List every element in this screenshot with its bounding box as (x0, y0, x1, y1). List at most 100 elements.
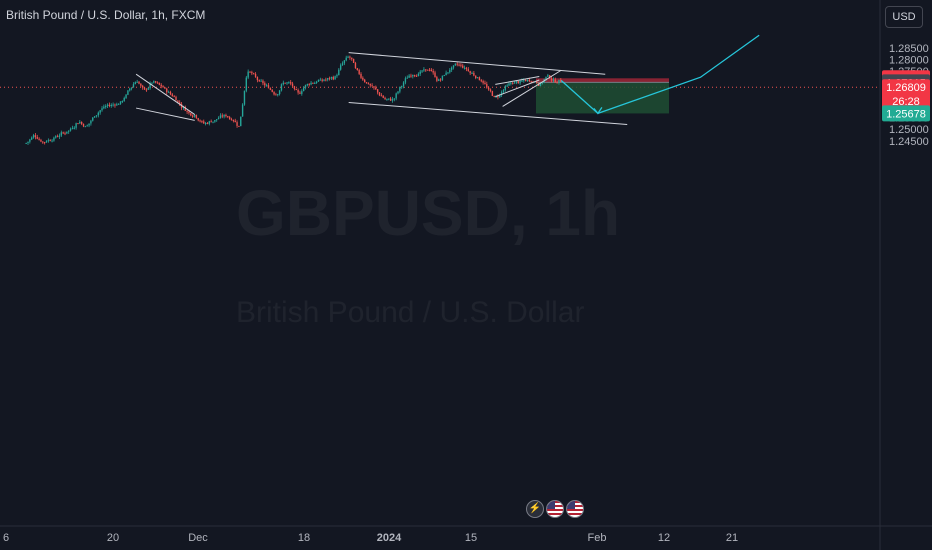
candle-body (434, 72, 436, 78)
candle-body (462, 65, 464, 68)
candle-body (247, 71, 249, 78)
candle-body (404, 78, 407, 83)
time-tick-label: Dec (188, 532, 208, 544)
candle-body (560, 79, 562, 82)
candle-body (352, 58, 355, 63)
candle-body (73, 127, 75, 129)
target-price-label: 1.25678 (886, 108, 926, 120)
candle-body (64, 133, 66, 135)
candle-body (384, 97, 386, 100)
candle-body (438, 79, 440, 81)
currency-button[interactable]: USD (885, 6, 923, 28)
candle-body (391, 99, 394, 101)
candle-body (504, 86, 507, 91)
candle-body (182, 107, 185, 109)
candle-body (523, 79, 525, 81)
candle-body (388, 98, 390, 100)
candle-body (415, 75, 418, 77)
candle-body (332, 77, 334, 80)
candle-body (556, 82, 558, 84)
candle-body (378, 92, 381, 96)
candle-body (171, 94, 174, 97)
candle-body (395, 93, 397, 99)
candle-body (351, 57, 353, 59)
candle-body (201, 121, 203, 123)
candle-body (541, 82, 544, 84)
candle-body (360, 73, 362, 78)
candle-body (291, 83, 294, 87)
candle-body (92, 117, 94, 121)
candle-body (132, 84, 135, 88)
candle-body (364, 79, 366, 83)
candle-body (190, 113, 192, 116)
candle-body (526, 79, 529, 82)
time-tick-label: 2024 (377, 532, 402, 544)
candle-body (260, 80, 262, 82)
candle-body (439, 79, 442, 81)
time-axis[interactable]: 6 20 Dec 18 2024 15 Feb 12 21 (3, 532, 738, 544)
candle-body (106, 104, 109, 107)
candle-body (517, 81, 519, 84)
candle-body (114, 104, 116, 106)
candle-body (145, 89, 148, 91)
candle-body (269, 88, 272, 90)
candle-body (62, 132, 64, 134)
candle-body (528, 79, 531, 82)
candle-body (277, 94, 279, 96)
candle-body (534, 81, 536, 83)
candle-body (251, 72, 253, 74)
candle-body (136, 81, 138, 83)
candle-body (79, 121, 81, 124)
candle-body (447, 72, 449, 74)
candle-body (399, 86, 401, 92)
candle-body (273, 91, 275, 95)
symbol-title[interactable]: British Pound / U.S. Dollar, 1h, FXCM (6, 8, 206, 22)
candle-body (80, 121, 83, 124)
candle-body (506, 85, 508, 87)
candle-body (249, 71, 251, 73)
candle-body (476, 77, 479, 79)
candle-body (184, 107, 186, 111)
price-tick-label: 1.25000 (889, 124, 929, 136)
candle-body (254, 73, 257, 78)
candle-body (315, 81, 318, 83)
candle-body (230, 119, 233, 121)
candle-body (358, 69, 360, 74)
candle-body (97, 112, 100, 116)
candle-body (491, 91, 494, 96)
candle-body (121, 100, 124, 102)
candle-body (232, 120, 235, 122)
candle-body (410, 75, 412, 77)
candle-body (167, 91, 170, 93)
candle-body (408, 75, 410, 78)
us-flag-icon[interactable] (546, 500, 564, 518)
candle-body (336, 75, 338, 77)
candle-body (158, 82, 161, 85)
candle-body (105, 106, 107, 108)
event-markers: ⚡ (526, 500, 584, 518)
candle-body (443, 75, 445, 77)
candle-body (319, 79, 322, 81)
candle-body (302, 87, 305, 92)
candle-body (127, 90, 129, 95)
candle-body (125, 94, 127, 98)
candle-body (75, 123, 77, 128)
candle-body (417, 73, 420, 76)
candle-body (227, 116, 229, 118)
candle-body (208, 121, 211, 124)
candle-body (197, 118, 199, 121)
candle-body (199, 120, 201, 122)
candle-body (140, 83, 142, 86)
candle-body (280, 84, 283, 91)
candle-body (86, 125, 88, 127)
candle-body (123, 97, 125, 101)
candle-body (456, 63, 458, 65)
target-price-label-bg (882, 105, 930, 122)
lightning-bolt-icon[interactable]: ⚡ (526, 500, 544, 518)
candle-body (66, 131, 68, 134)
us-flag-icon[interactable] (566, 500, 584, 518)
candle-body (469, 71, 471, 74)
candle-body (547, 75, 549, 77)
